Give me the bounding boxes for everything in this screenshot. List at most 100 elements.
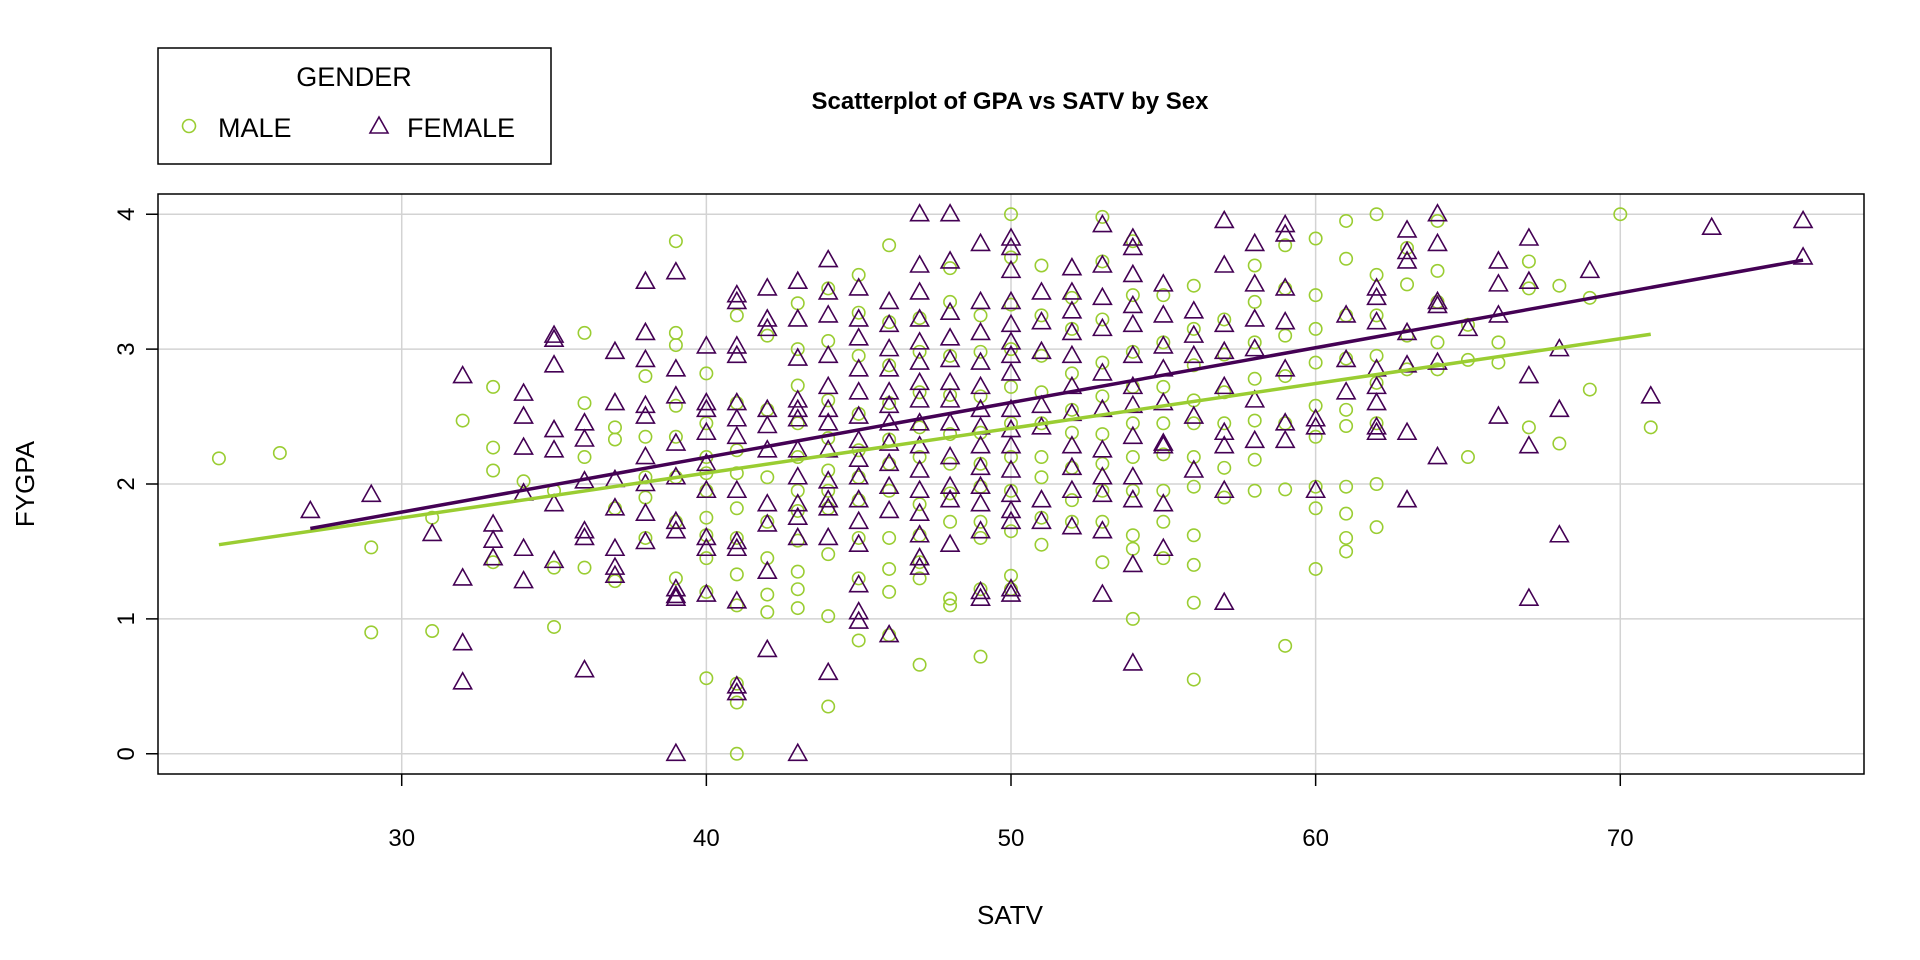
point-female-48 xyxy=(665,432,687,451)
point-female-185 xyxy=(1000,290,1022,310)
point-female-157 xyxy=(939,250,961,269)
point-female-249 xyxy=(1152,537,1174,557)
point-female-147 xyxy=(909,389,930,408)
point-female-278 xyxy=(1305,416,1327,435)
point-female-246 xyxy=(1152,432,1174,451)
point-female-29 xyxy=(604,340,626,360)
point-male-270 xyxy=(1582,382,1597,397)
point-female-101 xyxy=(817,281,839,300)
point-female-162 xyxy=(939,389,961,408)
point-male-6 xyxy=(455,413,470,428)
point-female-198 xyxy=(1000,583,1022,602)
point-male-15 xyxy=(577,325,592,340)
point-female-62 xyxy=(695,526,717,546)
point-male-1 xyxy=(272,445,287,460)
point-female-320 xyxy=(1792,209,1814,229)
point-male-17 xyxy=(577,450,592,465)
point-female-266 xyxy=(1244,308,1266,327)
point-male-191 xyxy=(1156,551,1171,566)
point-female-215 xyxy=(1061,479,1083,499)
point-female-311 xyxy=(1518,364,1540,384)
point-male-168 xyxy=(1095,389,1110,404)
point-female-321 xyxy=(1792,246,1814,265)
point-female-57 xyxy=(695,391,717,411)
point-male-64 xyxy=(790,296,805,311)
point-female-216 xyxy=(1061,516,1083,535)
point-male-206 xyxy=(1217,416,1232,431)
point-female-274 xyxy=(1274,358,1296,377)
point-female-27 xyxy=(574,526,595,546)
point-male-31 xyxy=(668,398,683,413)
point-male-91 xyxy=(851,493,866,508)
point-female-85 xyxy=(756,513,778,532)
point-female-223 xyxy=(1092,439,1113,458)
point-female-213 xyxy=(1061,435,1083,454)
point-female-7 xyxy=(482,513,504,532)
point-female-235 xyxy=(1122,394,1144,414)
point-female-211 xyxy=(1061,375,1083,395)
point-male-9 xyxy=(486,463,501,478)
point-female-304 xyxy=(1457,317,1479,337)
point-female-75 xyxy=(726,590,748,609)
point-female-78 xyxy=(756,277,778,296)
point-male-160 xyxy=(1064,425,1079,440)
point-female-308 xyxy=(1488,405,1509,424)
point-female-263 xyxy=(1213,591,1235,610)
point-female-18 xyxy=(543,354,565,373)
point-male-218 xyxy=(1278,328,1293,343)
point-male-178 xyxy=(1125,416,1140,431)
point-male-19 xyxy=(607,420,622,435)
point-female-145 xyxy=(909,351,930,370)
point-female-310 xyxy=(1518,270,1540,289)
point-female-82 xyxy=(756,414,778,434)
point-female-179 xyxy=(970,520,991,539)
point-male-103 xyxy=(882,561,897,576)
point-female-8 xyxy=(482,529,504,548)
data-points xyxy=(211,203,1814,762)
point-male-227 xyxy=(1308,398,1323,413)
point-female-14 xyxy=(513,537,534,557)
y-tick-label-1: 1 xyxy=(113,612,140,625)
point-male-164 xyxy=(1095,209,1110,224)
point-female-15 xyxy=(513,569,534,589)
point-female-136 xyxy=(878,452,900,472)
point-male-105 xyxy=(882,628,897,643)
y-tick-label-2: 2 xyxy=(113,477,140,490)
point-male-8 xyxy=(486,440,501,455)
point-male-200 xyxy=(1186,557,1201,572)
point-male-142 xyxy=(1003,450,1018,465)
point-female-271 xyxy=(1274,223,1296,242)
point-female-234 xyxy=(1122,375,1144,395)
point-female-230 xyxy=(1122,263,1144,283)
point-male-201 xyxy=(1186,595,1201,610)
point-female-282 xyxy=(1335,381,1357,400)
point-male-30 xyxy=(668,338,683,353)
point-male-115 xyxy=(912,657,927,672)
point-male-73 xyxy=(790,582,805,597)
point-female-276 xyxy=(1274,429,1296,449)
point-female-156 xyxy=(939,203,961,222)
point-female-181 xyxy=(970,587,991,606)
point-male-85 xyxy=(851,267,866,282)
point-male-261 xyxy=(1460,450,1475,465)
legend: GENDER MALE FEMALE xyxy=(157,47,552,165)
point-female-240 xyxy=(1122,652,1144,671)
chart-title: Scatterplot of GPA vs SATV by Sex xyxy=(812,88,1210,115)
point-male-22 xyxy=(607,574,622,589)
point-female-141 xyxy=(909,254,930,273)
point-male-3 xyxy=(364,625,379,640)
point-female-225 xyxy=(1092,483,1113,503)
point-female-269 xyxy=(1244,429,1266,449)
point-female-245 xyxy=(1152,391,1174,411)
point-male-53 xyxy=(729,598,744,613)
point-male-128 xyxy=(973,389,988,404)
point-female-207 xyxy=(1061,281,1083,300)
point-male-131 xyxy=(973,479,988,494)
point-male-264 xyxy=(1521,254,1536,269)
point-male-147 xyxy=(1034,258,1049,273)
point-female-80 xyxy=(756,317,778,337)
point-female-166 xyxy=(939,489,961,508)
point-female-58 xyxy=(695,398,717,418)
point-female-176 xyxy=(970,456,991,476)
point-female-66 xyxy=(726,290,748,310)
